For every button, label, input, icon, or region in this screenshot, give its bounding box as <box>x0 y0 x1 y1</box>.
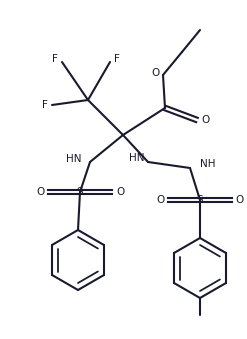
Text: O: O <box>235 195 243 205</box>
Text: HN: HN <box>128 153 144 163</box>
Text: S: S <box>197 195 203 205</box>
Text: O: O <box>36 187 44 197</box>
Text: NH: NH <box>200 159 215 169</box>
Text: O: O <box>116 187 124 197</box>
Text: O: O <box>201 115 209 125</box>
Text: F: F <box>42 100 48 110</box>
Text: S: S <box>77 187 83 197</box>
Text: HN: HN <box>65 154 81 164</box>
Text: F: F <box>114 54 120 64</box>
Text: F: F <box>52 54 58 64</box>
Text: O: O <box>156 195 164 205</box>
Text: O: O <box>151 68 159 78</box>
